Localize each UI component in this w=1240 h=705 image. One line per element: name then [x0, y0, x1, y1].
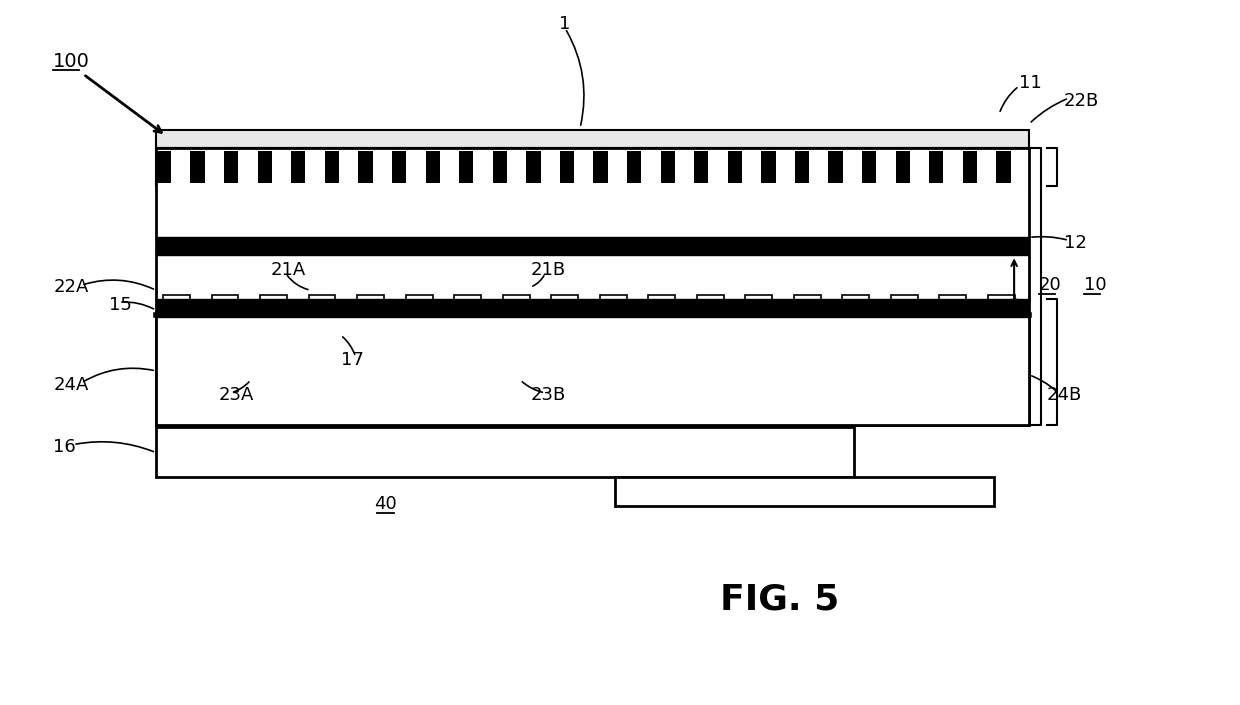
- Text: 22B: 22B: [1064, 92, 1099, 110]
- Bar: [425, 151, 440, 183]
- Text: 23A: 23A: [219, 386, 254, 404]
- Text: 15: 15: [109, 296, 131, 314]
- Text: 40: 40: [374, 496, 397, 513]
- Text: 1: 1: [559, 16, 570, 33]
- Bar: [697, 295, 723, 315]
- Bar: [745, 295, 773, 315]
- Bar: [559, 151, 574, 183]
- Text: 23B: 23B: [531, 386, 565, 404]
- Bar: [405, 295, 433, 315]
- Bar: [694, 151, 708, 183]
- Text: 20: 20: [1039, 276, 1061, 294]
- Bar: [761, 151, 775, 183]
- Text: 21A: 21A: [270, 262, 306, 279]
- Bar: [997, 151, 1011, 183]
- Text: 100: 100: [53, 51, 91, 70]
- Bar: [191, 151, 205, 183]
- Bar: [842, 295, 869, 315]
- Bar: [492, 151, 507, 183]
- Bar: [862, 151, 877, 183]
- Bar: [661, 151, 675, 183]
- Bar: [649, 295, 675, 315]
- Text: 16: 16: [53, 438, 76, 455]
- Bar: [357, 295, 384, 315]
- Bar: [156, 427, 854, 477]
- Bar: [454, 295, 481, 315]
- Bar: [156, 315, 1029, 424]
- Bar: [459, 151, 474, 183]
- Bar: [929, 151, 944, 183]
- Text: 11: 11: [1019, 74, 1042, 92]
- Text: 21B: 21B: [531, 262, 565, 279]
- Bar: [962, 151, 977, 183]
- Bar: [212, 295, 238, 315]
- Bar: [615, 477, 994, 506]
- Bar: [890, 295, 918, 315]
- Bar: [309, 295, 336, 315]
- Bar: [164, 295, 190, 315]
- Bar: [728, 151, 742, 183]
- Bar: [828, 151, 843, 183]
- Bar: [157, 151, 171, 183]
- Bar: [895, 151, 910, 183]
- Text: 24A: 24A: [53, 376, 88, 394]
- Bar: [940, 295, 966, 315]
- Bar: [392, 151, 407, 183]
- Bar: [260, 295, 286, 315]
- Bar: [156, 299, 1029, 317]
- Bar: [325, 151, 339, 183]
- Bar: [795, 151, 810, 183]
- Bar: [358, 151, 373, 183]
- Bar: [156, 148, 1029, 424]
- Bar: [627, 151, 641, 183]
- Text: 24B: 24B: [1047, 386, 1083, 404]
- Bar: [552, 295, 578, 315]
- Text: FIG. 5: FIG. 5: [720, 582, 839, 616]
- Text: 12: 12: [1064, 235, 1087, 252]
- Text: 10: 10: [1084, 276, 1106, 294]
- Bar: [291, 151, 305, 183]
- Bar: [600, 295, 626, 315]
- Bar: [503, 295, 529, 315]
- Bar: [156, 238, 1029, 255]
- Bar: [988, 295, 1014, 315]
- Bar: [156, 148, 1029, 185]
- Bar: [224, 151, 238, 183]
- Text: 22A: 22A: [53, 278, 88, 296]
- Text: 17: 17: [341, 351, 363, 369]
- Bar: [526, 151, 541, 183]
- Bar: [794, 295, 821, 315]
- Bar: [258, 151, 272, 183]
- Bar: [156, 130, 1029, 148]
- Bar: [594, 151, 608, 183]
